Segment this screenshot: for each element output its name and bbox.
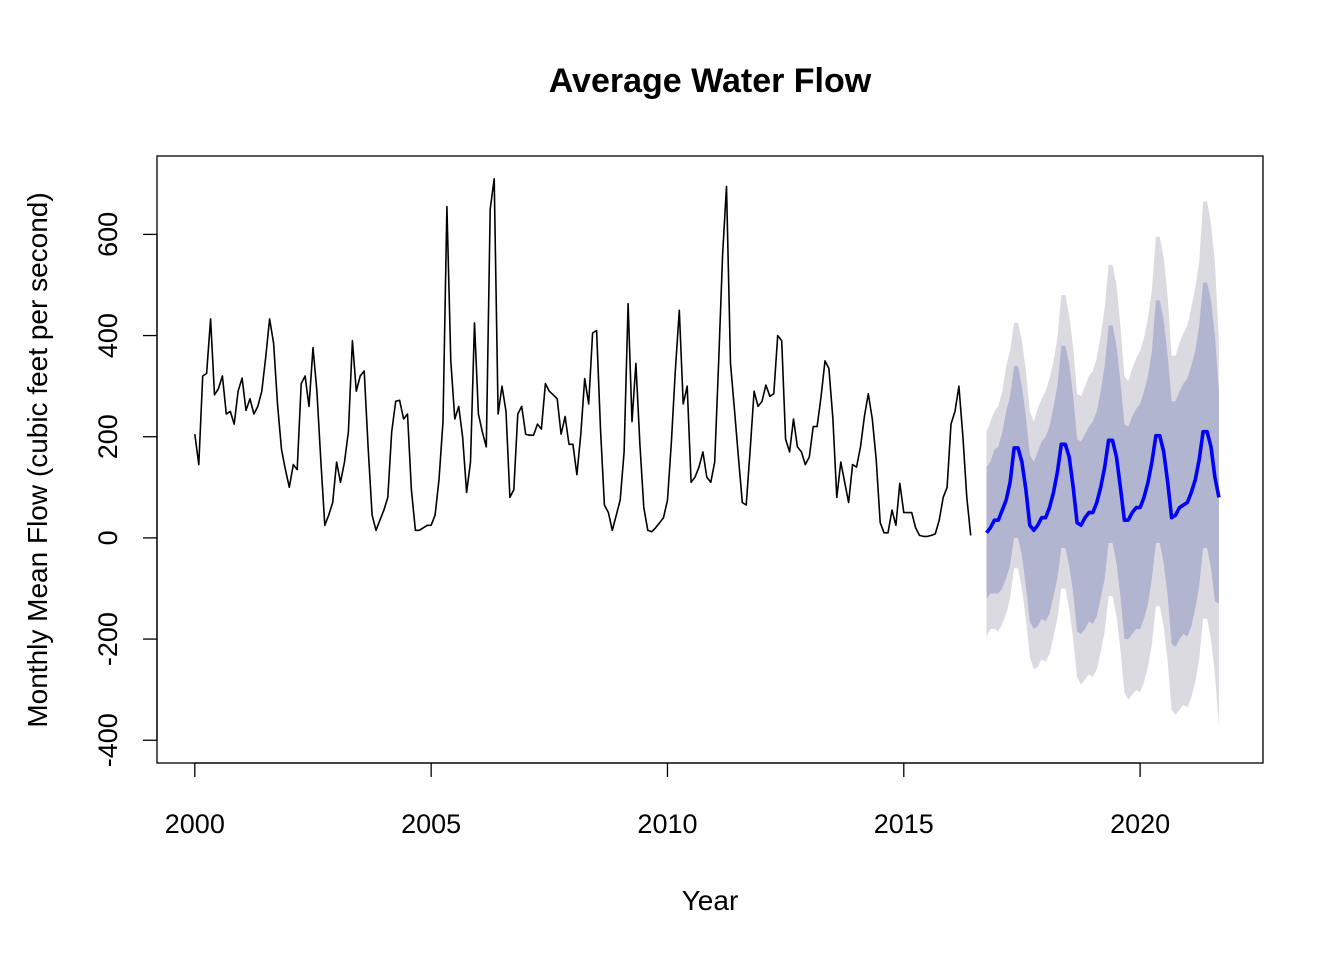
x-tick-label: 2015 (874, 809, 934, 839)
forecast-series-line (985, 429, 1221, 534)
y-tick-label: 0 (93, 530, 123, 545)
interval-80-band (986, 282, 1219, 647)
y-axis-label: Monthly Mean Flow (cubic feet per second… (22, 192, 53, 727)
y-axis: -400 -200 0 200 400 600 (93, 212, 158, 767)
chart-title: Average Water Flow (549, 62, 872, 100)
y-tick-label: -400 (93, 713, 123, 767)
y-tick-label: 400 (93, 313, 123, 358)
prediction-bands (986, 201, 1219, 726)
y-tick-label: 200 (93, 414, 123, 459)
x-axis-label: Year (682, 885, 739, 916)
series-lines (194, 178, 1221, 538)
x-tick-label: 2000 (165, 809, 225, 839)
y-tick-label: -200 (93, 612, 123, 666)
x-axis: 2000 2005 2010 2015 2020 (165, 762, 1170, 839)
observed-series-line (194, 178, 972, 538)
x-tick-label: 2005 (401, 809, 461, 839)
x-tick-label: 2010 (637, 809, 697, 839)
x-tick-label: 2020 (1110, 809, 1170, 839)
y-tick-label: 600 (93, 212, 123, 257)
